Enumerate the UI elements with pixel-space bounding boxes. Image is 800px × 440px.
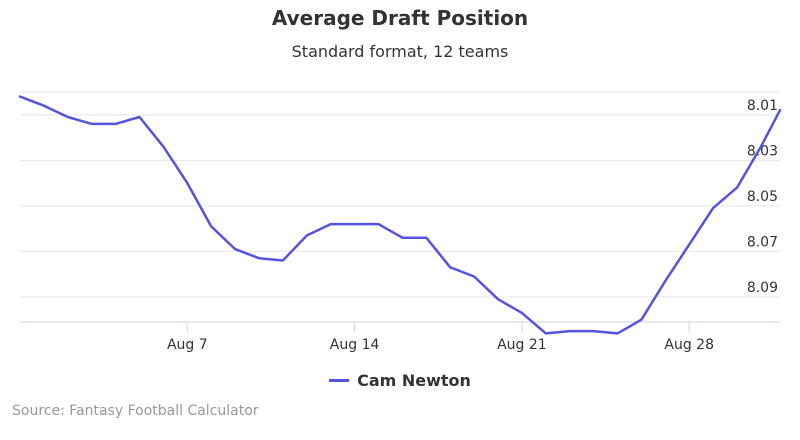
y-tick-label: 8.09 [747,280,778,296]
x-tick-label: Aug 7 [167,337,208,353]
series-line [18,95,782,335]
x-tick-label: Aug 14 [330,337,380,353]
y-tick-label: 8.01 [747,98,778,114]
series-layer [18,95,782,335]
chart-title: Average Draft Position [271,6,529,30]
legend-item-series[interactable]: Cam Newton [329,371,471,390]
y-tick-label: 8.07 [747,234,778,250]
credits[interactable]: Source: Fantasy Football Calculator [12,403,259,419]
x-tick-label: Aug 21 [497,337,547,353]
x-axis: Aug 7 Aug 14 Aug 21 Aug 28 [20,321,780,353]
y-axis-ticks: 8.018.038.058.078.09 [747,98,778,296]
legend-label: Cam Newton [357,371,471,390]
y-tick-label: 8.05 [747,189,778,205]
x-tick-label: Aug 28 [664,337,714,353]
chart-subtitle: Standard format, 12 teams [291,42,509,61]
legend: Cam Newton [0,367,800,390]
legend-swatch [329,379,350,382]
grid-lines [20,91,780,298]
